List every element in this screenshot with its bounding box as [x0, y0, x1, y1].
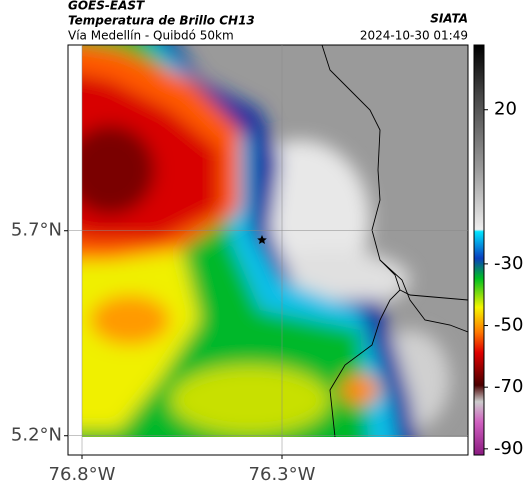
location-marker [257, 235, 267, 244]
datetime: 2024-10-30 01:49 [360, 29, 468, 43]
map-frame [67, 44, 469, 456]
satellite-image [82, 45, 468, 437]
colorbar-tick-label: -70 [494, 376, 523, 397]
y-tick-label: 5.7°N [11, 220, 62, 241]
colorbar [473, 44, 485, 456]
y-tick-label: 5.2°N [11, 425, 62, 446]
x-tick-label: 76.8°W [49, 464, 116, 485]
colorbar-tick-label: 20 [494, 99, 517, 120]
subtitle: Temperatura de Brillo CH13 [68, 14, 255, 28]
agency: SIATA [430, 12, 468, 26]
colorbar-tick-label: -30 [494, 253, 523, 274]
route: Vía Medellín - Quibdó 50km [68, 29, 234, 43]
colorbar-tick-label: -90 [494, 438, 523, 459]
colorbar-tick-label: -50 [494, 315, 523, 336]
title: GOES-EAST [68, 0, 145, 13]
x-tick-label: 76.3°W [249, 464, 316, 485]
